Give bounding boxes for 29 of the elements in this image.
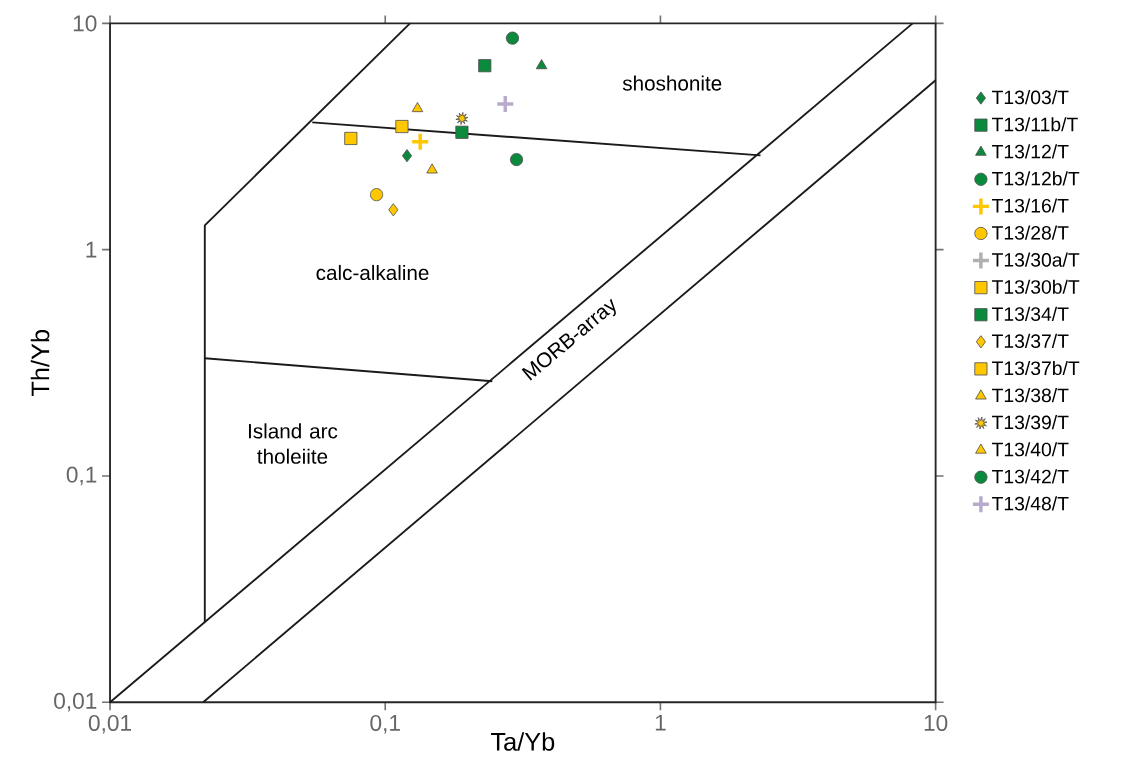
legend-label: T13/12/T: [992, 144, 1069, 159]
y-tick-label: 1: [86, 241, 97, 258]
x-tick-label: 10: [924, 714, 948, 731]
x-tick-label: 0,1: [370, 714, 400, 734]
y-tick-label: 0,01: [54, 692, 97, 712]
legend-label: T13/30a/T: [992, 252, 1080, 267]
legend-label: T13/39/T: [992, 414, 1069, 430]
legend-label: T13/12b/T: [992, 171, 1080, 186]
annotation: Island arc tholeiite: [248, 423, 338, 464]
y-tick-label: 0,1: [66, 466, 97, 486]
legend-label: T13/34/T: [992, 306, 1069, 321]
y-tick-label: 10: [73, 15, 97, 32]
legend-label: T13/38/T: [992, 387, 1069, 403]
x-axis-title: Ta/Yb: [490, 732, 555, 751]
legend-label: T13/11b/T: [992, 117, 1078, 132]
legend-label: T13/40/T: [992, 442, 1069, 457]
legend-label: T13/48/T: [992, 496, 1069, 511]
legend-label: T13/37b/T: [992, 360, 1080, 375]
legend-label: T13/37/T: [992, 333, 1069, 348]
y-axis-title: Th/Yb: [30, 329, 50, 396]
annotation: shoshonite: [622, 75, 722, 91]
legend-label: T13/30b/T: [992, 279, 1080, 294]
legend-label: T13/16/T: [992, 198, 1069, 213]
legend-label: T13/03/T: [992, 89, 1069, 105]
x-tick-label: 0,01: [88, 714, 131, 734]
legend-label: T13/42/T: [992, 469, 1069, 484]
annotation: calc-alkaline: [316, 264, 429, 280]
x-tick-label: 1: [655, 714, 666, 731]
legend-label: T13/28/T: [992, 225, 1069, 240]
